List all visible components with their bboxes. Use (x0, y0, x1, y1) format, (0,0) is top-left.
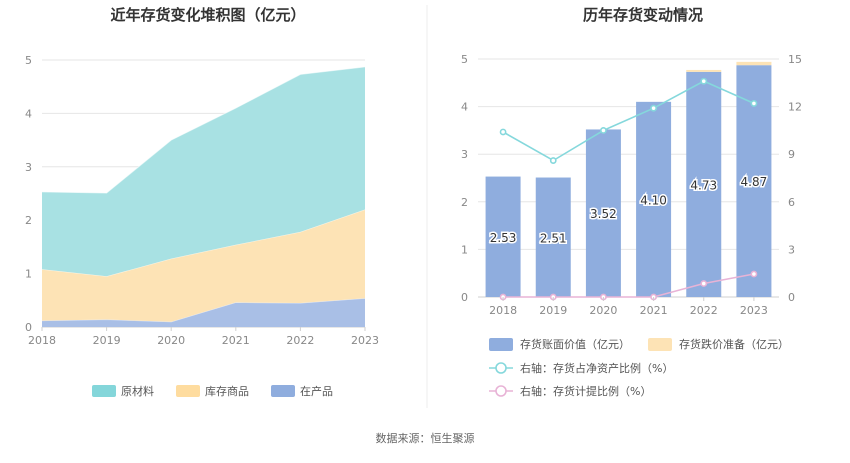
right-y-tick-label: 1 (461, 243, 468, 256)
left-y-tick-label: 5 (25, 54, 32, 67)
left-x-tick-label: 2019 (93, 334, 121, 347)
line-右轴：存货占净资产比例（%） (502, 80, 755, 162)
right-x-tick-label: 2023 (740, 304, 768, 317)
left-y-tick-label: 1 (25, 268, 32, 281)
bar-provision (736, 61, 772, 66)
bar-data-label: 3.52 (590, 207, 617, 221)
line-point (600, 126, 607, 134)
left-legend-label: 库存商品 (205, 384, 249, 398)
area-库存商品 (42, 209, 365, 322)
bar-provision (686, 69, 722, 72)
data-source: 数据来源：恒生聚源 (376, 431, 475, 445)
left-y-tick-label: 4 (25, 107, 32, 120)
bar-book-value (535, 177, 571, 297)
right-y-tick-label: 2 (461, 196, 468, 209)
right-y2-tick-label: 15 (788, 53, 802, 66)
line-右轴：存货计提比例（%） (503, 273, 755, 298)
area-原材料 (42, 66, 365, 277)
right-y-axis-right: 0 3 6 9 12 15 (788, 53, 802, 304)
right-y-tick-label: 4 (461, 101, 468, 114)
right-legend-label-provision: 存货跌价准备（亿元） (679, 337, 789, 351)
line-point (650, 104, 657, 112)
line-point (499, 128, 507, 136)
left-areas (41, 66, 366, 327)
bar-data-label: 4.87 (741, 175, 768, 189)
left-x-tick-label: 2022 (286, 334, 314, 347)
area-edge-原材料 (41, 66, 366, 194)
bar-book-value (585, 129, 621, 297)
right-x-tick-label: 2019 (539, 304, 567, 317)
right-grid (478, 58, 779, 298)
right-chart-title: 历年存货变动情况 (583, 6, 703, 24)
left-x-tick-label: 2020 (157, 334, 185, 347)
right-x-tick-label: 2020 (589, 304, 617, 317)
left-x-tick-label: 2023 (351, 334, 379, 347)
left-legend-label: 在产品 (300, 384, 333, 398)
bar-line-chart: 历年存货变动情况 2.53 2.513.524.104.73 4.87 012345… (461, 6, 802, 398)
left-y-tick-label: 0 (25, 321, 32, 334)
bar-data-label: 2.51 (540, 231, 567, 245)
line-point (750, 270, 758, 278)
right-x-axis: 2018 2019 2020 2021 2022 2023 (489, 297, 768, 317)
right-bar-labels: 2.53 2.51 3.52 4.10 4.73 4.87 (488, 174, 769, 247)
left-legend-label: 原材料 (121, 384, 154, 398)
left-x-axis: 2018 2019 2020 2021 2022 2023 (28, 327, 379, 347)
line-point (700, 77, 708, 85)
right-x-tick-label: 2018 (489, 304, 517, 317)
stacked-area-chart: 近年存货变化堆积图（亿元） 0 1 2 3 4 5 2018 2019 2020 2021 202… (25, 6, 379, 398)
right-legend-label-book-value: 存货账面价值（亿元） (520, 337, 630, 351)
left-legend-swatch (271, 385, 295, 397)
left-legend: 原材料 库存商品 在产品 (92, 384, 333, 398)
right-y2-tick-label: 3 (788, 243, 795, 256)
bar-book-value (686, 71, 722, 298)
right-y2-tick-label: 0 (788, 291, 795, 304)
right-x-tick-label: 2021 (640, 304, 668, 317)
right-y2-tick-label: 12 (788, 101, 802, 114)
right-x-tick-label: 2022 (690, 304, 718, 317)
right-y-tick-label: 0 (461, 291, 468, 304)
line-point (549, 157, 557, 164)
left-y-axis: 0 1 2 3 4 5 (25, 54, 32, 334)
area-在产品 (42, 298, 365, 327)
right-legend-line-label: 右轴：存货占净资产比例（%） (520, 361, 673, 375)
left-legend-swatch (92, 385, 116, 397)
left-y-tick-label: 3 (25, 161, 32, 174)
left-chart-title: 近年存货变化堆积图（亿元） (110, 6, 305, 24)
bar-data-label: 4.10 (640, 193, 667, 207)
right-legend: 存货账面价值（亿元） 存货跌价准备（亿元） 右轴：存货占净资产比例（%） 右轴：存货计… (489, 337, 789, 398)
bar-book-value (636, 101, 672, 297)
right-y2-tick-label: 9 (788, 148, 795, 161)
right-legend-line-marker (495, 362, 507, 374)
left-x-tick-label: 2021 (222, 334, 250, 347)
bar-data-label: 2.53 (490, 231, 517, 245)
right-y-tick-label: 5 (461, 53, 468, 66)
left-x-tick-label: 2018 (28, 334, 56, 347)
right-bars (485, 61, 772, 298)
left-y-tick-label: 2 (25, 214, 32, 227)
right-y2-tick-label: 6 (788, 196, 795, 209)
right-legend-swatch-book-value (489, 338, 513, 351)
bar-data-label: 4.73 (690, 178, 717, 192)
line-point (750, 100, 758, 107)
right-legend-line-marker (495, 385, 507, 397)
left-legend-swatch (176, 385, 200, 397)
right-legend-swatch-provision (648, 338, 672, 351)
right-legend-line-label: 右轴：存货计提比例（%） (520, 384, 651, 398)
bar-book-value (485, 176, 521, 297)
right-y-tick-label: 3 (461, 148, 468, 161)
right-y-axis-left: 0 1 2 3 4 5 (461, 53, 468, 304)
line-point (700, 280, 708, 287)
